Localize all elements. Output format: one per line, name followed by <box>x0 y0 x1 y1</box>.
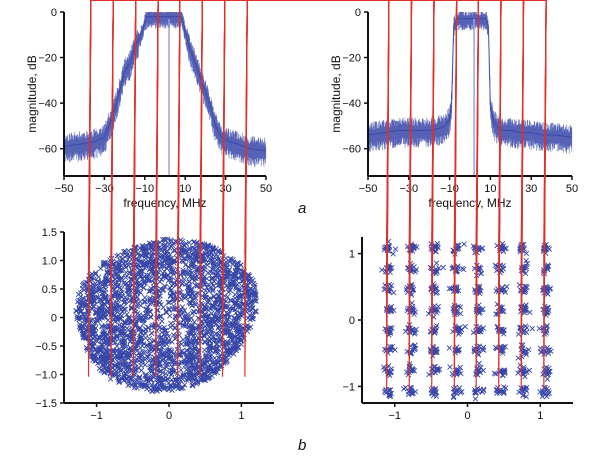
x-tick-label: −30 <box>95 183 114 195</box>
y-tick-label: −1.5 <box>35 398 57 410</box>
ideal-point <box>330 0 457 330</box>
chart-a-right-spectrum: −50 −30 −10 10 30 50 0 −20 −40 −60 frequency, MHz m… <box>329 7 578 210</box>
y-tick-label: −60 <box>342 144 361 156</box>
y-tick-label: 1.5 <box>42 227 57 239</box>
y-tick-label: −40 <box>38 98 57 110</box>
panel-label-b: b <box>298 437 306 454</box>
ideal-point <box>330 0 389 330</box>
spectrum-noise-band <box>367 12 573 154</box>
ideal-point <box>248 0 456 248</box>
chart-b-right-constellation: −1 0 110−1 <box>248 0 573 422</box>
ideal-point <box>310 0 501 310</box>
spectrum-envelope-line <box>63 16 267 152</box>
y-axis-label: magnitude, dB <box>25 55 39 132</box>
y-tick-label: −0.5 <box>35 341 57 353</box>
x-tick-label: −10 <box>135 183 154 195</box>
x-axis-label: frequency, MHz <box>123 196 206 210</box>
received-symbols <box>73 236 259 395</box>
ideal-point <box>89 0 327 326</box>
x-tick-label: 1 <box>238 410 244 422</box>
ideal-point <box>156 0 256 256</box>
y-tick-label: 1 <box>349 249 355 261</box>
y-tick-label: 0 <box>51 313 57 325</box>
chart-a-left-spectrum: −50 −30 −10 10 30 50 0 −20 −40 −60 frequency, MHz m… <box>25 7 272 210</box>
ideal-point <box>248 0 501 248</box>
ideal-point <box>245 0 256 256</box>
ideal-point <box>310 0 434 310</box>
x-tick-label: −50 <box>55 183 74 195</box>
ideal-point <box>330 0 434 330</box>
y-tick-label: 1.0 <box>42 256 57 268</box>
x-tick-label: −30 <box>399 183 418 195</box>
y-tick-label: 0 <box>349 315 355 327</box>
x-tick-label: 30 <box>525 183 537 195</box>
x-tick-label: −50 <box>359 183 378 195</box>
x-tick-label: 50 <box>260 183 272 195</box>
x-tick-label: 0 <box>166 410 172 422</box>
x-tick-label: 10 <box>179 183 191 195</box>
ideal-point <box>223 0 344 343</box>
y-tick-label: −20 <box>342 53 361 65</box>
ideal-point <box>223 0 256 256</box>
x-axis-label: frequency, MHz <box>428 196 511 210</box>
x-tick-label: −1 <box>388 410 401 422</box>
ideal-point <box>111 0 256 256</box>
ideal-point <box>223 0 362 361</box>
ideal-point <box>330 0 412 330</box>
ideal-point <box>310 0 457 310</box>
ideal-point <box>156 0 362 361</box>
ideal-point <box>111 0 344 343</box>
y-tick-label: −1 <box>342 381 355 393</box>
x-tick-label: 10 <box>484 183 496 195</box>
panel-label-a: a <box>298 200 306 217</box>
x-tick-label: 50 <box>566 183 578 195</box>
x-tick-label: 0 <box>464 410 470 422</box>
x-tick-label: 1 <box>537 410 543 422</box>
x-tick-label: 30 <box>219 183 231 195</box>
y-tick-label: −20 <box>38 53 57 65</box>
x-tick-label: −10 <box>440 183 459 195</box>
x-tick-label: −1 <box>90 410 103 422</box>
y-tick-label: −40 <box>342 98 361 110</box>
ideal-point <box>245 0 274 273</box>
ideal-point <box>245 0 344 343</box>
ideal-point <box>245 0 326 326</box>
ideal-point <box>330 0 501 330</box>
spectrum-envelope-line <box>367 18 573 138</box>
ideal-point <box>133 0 256 256</box>
y-tick-label: −60 <box>38 144 57 156</box>
chart-b-left-constellation: −1 0 11.51.00.50−0.5−1.0−1.5 <box>35 0 379 422</box>
y-axis-label: magnitude, dB <box>329 55 343 132</box>
y-tick-label: −1.0 <box>35 370 57 382</box>
ideal-point <box>330 0 524 330</box>
received-symbols <box>379 238 554 402</box>
y-tick-label: 0 <box>355 7 361 19</box>
y-tick-label: 0 <box>51 7 57 19</box>
y-tick-label: 0.5 <box>42 284 57 296</box>
